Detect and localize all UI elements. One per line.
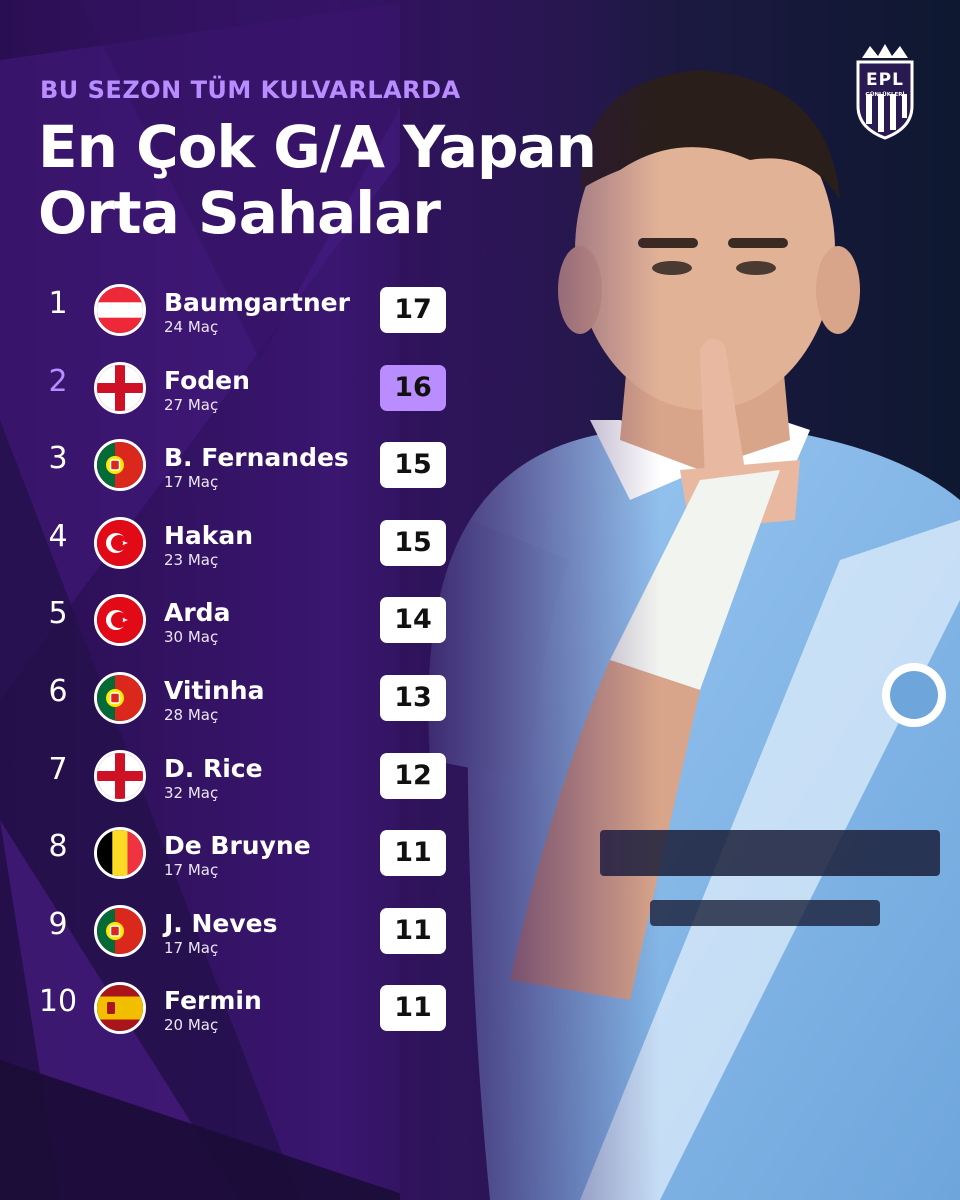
portugal-flag-icon (94, 904, 146, 957)
player-name: D. Rice (164, 753, 263, 783)
match-count: 28 Maç (164, 705, 219, 724)
title-line-1: En Çok G/A Yapan (38, 113, 597, 181)
spain-flag-icon (94, 982, 146, 1035)
ga-score-badge: 15 (380, 519, 446, 566)
portugal-flag-icon (94, 671, 146, 724)
logo-subtext: GÜNLÜKLERİ (865, 92, 905, 98)
logo-text: EPL (866, 70, 904, 90)
rank-number: 8 (48, 829, 68, 865)
match-count: 17 Maç (164, 473, 219, 492)
list-item: 2 Foden 27 Maç 16 (36, 350, 456, 428)
list-item: 4 Hakan 23 Maç 15 (36, 505, 456, 583)
portugal-flag-icon (94, 439, 146, 492)
list-item: 1 Baumgartner 24 Maç 17 (36, 272, 456, 350)
player-name: Fermin (164, 986, 262, 1016)
ranking-list: 1 Baumgartner 24 Maç 17 2 Foden 27 Maç 1… (36, 272, 456, 1048)
england-flag-icon (94, 749, 146, 802)
rank-number: 4 (48, 518, 68, 554)
player-name: Arda (164, 598, 231, 628)
player-name: B. Fernandes (164, 443, 349, 473)
player-name: J. Neves (164, 908, 278, 938)
match-count: 17 Maç (164, 861, 219, 880)
rank-number: 7 (48, 751, 68, 787)
list-item: 7 D. Rice 32 Maç 12 (36, 738, 456, 816)
player-name: Vitinha (164, 675, 265, 705)
title-line-2: Orta Sahalar (38, 179, 441, 247)
turkey-flag-icon (94, 516, 146, 569)
list-item: 10 Fermin 20 Maç 11 (36, 970, 456, 1048)
page-title: En Çok G/A Yapan Orta Sahalar (38, 114, 598, 246)
match-count: 17 Maç (164, 938, 219, 957)
ga-score-badge: 12 (380, 752, 446, 799)
rank-number: 3 (48, 441, 68, 477)
turkey-flag-icon (94, 594, 146, 647)
belgium-flag-icon (94, 827, 146, 880)
match-count: 24 Maç (164, 318, 219, 336)
match-count: 27 Maç (164, 395, 219, 414)
match-count: 20 Maç (164, 1016, 219, 1035)
rank-number: 9 (48, 906, 68, 942)
rank-number: 10 (38, 984, 78, 1020)
ga-score-badge: 14 (380, 597, 446, 644)
list-item: 9 J. Neves 17 Maç 11 (36, 893, 456, 971)
rank-number: 5 (48, 596, 68, 632)
rank-number: 2 (48, 363, 68, 399)
rank-number: 1 (48, 286, 68, 321)
ga-score-badge: 17 (380, 287, 446, 333)
match-count: 32 Maç (164, 783, 219, 802)
ga-score-badge: 13 (380, 674, 446, 721)
ga-score-badge: 11 (380, 830, 446, 877)
player-name: Hakan (164, 520, 254, 550)
england-flag-icon (94, 361, 146, 414)
player-name: De Bruyne (164, 831, 311, 861)
list-item: 8 De Bruyne 17 Maç 11 (36, 815, 456, 893)
match-count: 30 Maç (164, 628, 219, 647)
rank-number: 6 (48, 673, 68, 709)
austria-flag-icon (94, 284, 146, 336)
ga-score-badge: 16 (380, 364, 446, 411)
list-item: 6 Vitinha 28 Maç 13 (36, 660, 456, 738)
ga-score-badge: 11 (380, 985, 446, 1032)
match-count: 23 Maç (164, 550, 219, 569)
ga-score-badge: 15 (380, 442, 446, 489)
list-item: 5 Arda 30 Maç 14 (36, 582, 456, 660)
epl-gunlukleri-logo-icon (856, 44, 914, 140)
list-item: 3 B. Fernandes 17 Maç 15 (36, 427, 456, 505)
player-name: Foden (164, 365, 250, 395)
player-name: Baumgartner (164, 288, 350, 317)
kicker-text: BU SEZON TÜM KULVARLARDA (40, 76, 461, 104)
ga-score-badge: 11 (380, 907, 446, 954)
